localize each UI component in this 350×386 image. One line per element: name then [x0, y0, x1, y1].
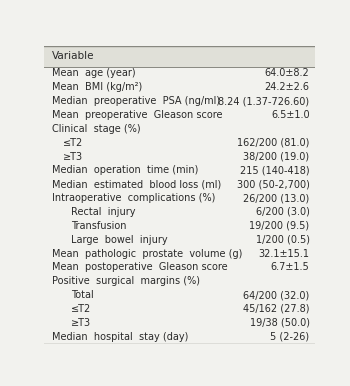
Text: Median  estimated  blood loss (ml): Median estimated blood loss (ml) — [52, 179, 221, 189]
Text: ≥T3: ≥T3 — [63, 152, 83, 162]
Text: 8.24 (1.37-726.60): 8.24 (1.37-726.60) — [218, 96, 309, 106]
Text: 215 (140-418): 215 (140-418) — [240, 166, 309, 175]
Text: 64/200 (32.0): 64/200 (32.0) — [243, 290, 309, 300]
Text: Positive  surgical  margins (%): Positive surgical margins (%) — [52, 276, 200, 286]
Text: 1/200 (0.5): 1/200 (0.5) — [256, 235, 309, 245]
Text: 38/200 (19.0): 38/200 (19.0) — [244, 152, 309, 162]
Text: Mean  age (year): Mean age (year) — [52, 68, 135, 78]
Text: Total: Total — [71, 290, 94, 300]
Text: Median  hospital  stay (day): Median hospital stay (day) — [52, 332, 188, 342]
Text: Median  operation  time (min): Median operation time (min) — [52, 166, 198, 175]
Text: 300 (50-2,700): 300 (50-2,700) — [237, 179, 309, 189]
Text: 32.1±15.1: 32.1±15.1 — [259, 249, 309, 259]
Text: Mean  preoperative  Gleason score: Mean preoperative Gleason score — [52, 110, 222, 120]
Text: 19/38 (50.0): 19/38 (50.0) — [250, 318, 309, 328]
Text: Median  preoperative  PSA (ng/ml): Median preoperative PSA (ng/ml) — [52, 96, 220, 106]
Text: Transfusion: Transfusion — [71, 221, 126, 231]
Text: 5 (2-26): 5 (2-26) — [271, 332, 309, 342]
Text: Mean  postoperative  Gleason score: Mean postoperative Gleason score — [52, 262, 228, 273]
Text: Intraoperative  complications (%): Intraoperative complications (%) — [52, 193, 215, 203]
Text: 6/200 (3.0): 6/200 (3.0) — [256, 207, 309, 217]
Text: ≤T2: ≤T2 — [71, 304, 91, 314]
Text: ≥T3: ≥T3 — [71, 318, 91, 328]
Text: 64.0±8.2: 64.0±8.2 — [265, 68, 309, 78]
Text: 6.5±1.0: 6.5±1.0 — [271, 110, 309, 120]
Text: 19/200 (9.5): 19/200 (9.5) — [250, 221, 309, 231]
Text: ≤T2: ≤T2 — [63, 138, 83, 148]
Text: Variable: Variable — [52, 51, 94, 61]
Text: Large  bowel  injury: Large bowel injury — [71, 235, 168, 245]
Text: Rectal  injury: Rectal injury — [71, 207, 135, 217]
Text: 6.7±1.5: 6.7±1.5 — [271, 262, 309, 273]
Text: Mean  BMI (kg/m²): Mean BMI (kg/m²) — [52, 82, 142, 92]
Text: 26/200 (13.0): 26/200 (13.0) — [243, 193, 309, 203]
Text: 162/200 (81.0): 162/200 (81.0) — [237, 138, 309, 148]
Text: 24.2±2.6: 24.2±2.6 — [265, 82, 309, 92]
Bar — [44, 46, 315, 66]
Text: 45/162 (27.8): 45/162 (27.8) — [243, 304, 309, 314]
Text: Mean  pathologic  prostate  volume (g): Mean pathologic prostate volume (g) — [52, 249, 242, 259]
Text: Clinical  stage (%): Clinical stage (%) — [52, 124, 140, 134]
